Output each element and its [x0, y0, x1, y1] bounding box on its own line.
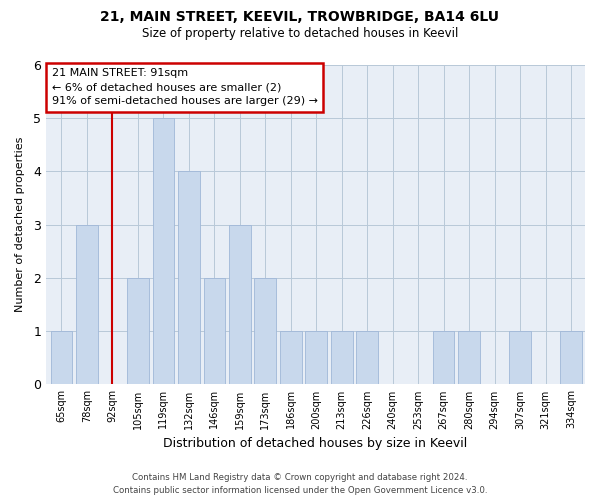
Bar: [254, 278, 276, 384]
Bar: [560, 331, 582, 384]
Bar: [203, 278, 225, 384]
Bar: [50, 331, 73, 384]
Bar: [433, 331, 454, 384]
Y-axis label: Number of detached properties: Number of detached properties: [15, 137, 25, 312]
Bar: [356, 331, 378, 384]
Text: 21 MAIN STREET: 91sqm
← 6% of detached houses are smaller (2)
91% of semi-detach: 21 MAIN STREET: 91sqm ← 6% of detached h…: [52, 68, 317, 106]
Text: Size of property relative to detached houses in Keevil: Size of property relative to detached ho…: [142, 28, 458, 40]
Text: 21, MAIN STREET, KEEVIL, TROWBRIDGE, BA14 6LU: 21, MAIN STREET, KEEVIL, TROWBRIDGE, BA1…: [101, 10, 499, 24]
Text: Contains HM Land Registry data © Crown copyright and database right 2024.
Contai: Contains HM Land Registry data © Crown c…: [113, 473, 487, 495]
Bar: [178, 172, 200, 384]
Bar: [305, 331, 327, 384]
Bar: [280, 331, 302, 384]
X-axis label: Distribution of detached houses by size in Keevil: Distribution of detached houses by size …: [163, 437, 468, 450]
Bar: [229, 224, 251, 384]
Bar: [331, 331, 353, 384]
Bar: [127, 278, 149, 384]
Bar: [152, 118, 174, 384]
Bar: [509, 331, 531, 384]
Bar: [458, 331, 480, 384]
Bar: [76, 224, 98, 384]
